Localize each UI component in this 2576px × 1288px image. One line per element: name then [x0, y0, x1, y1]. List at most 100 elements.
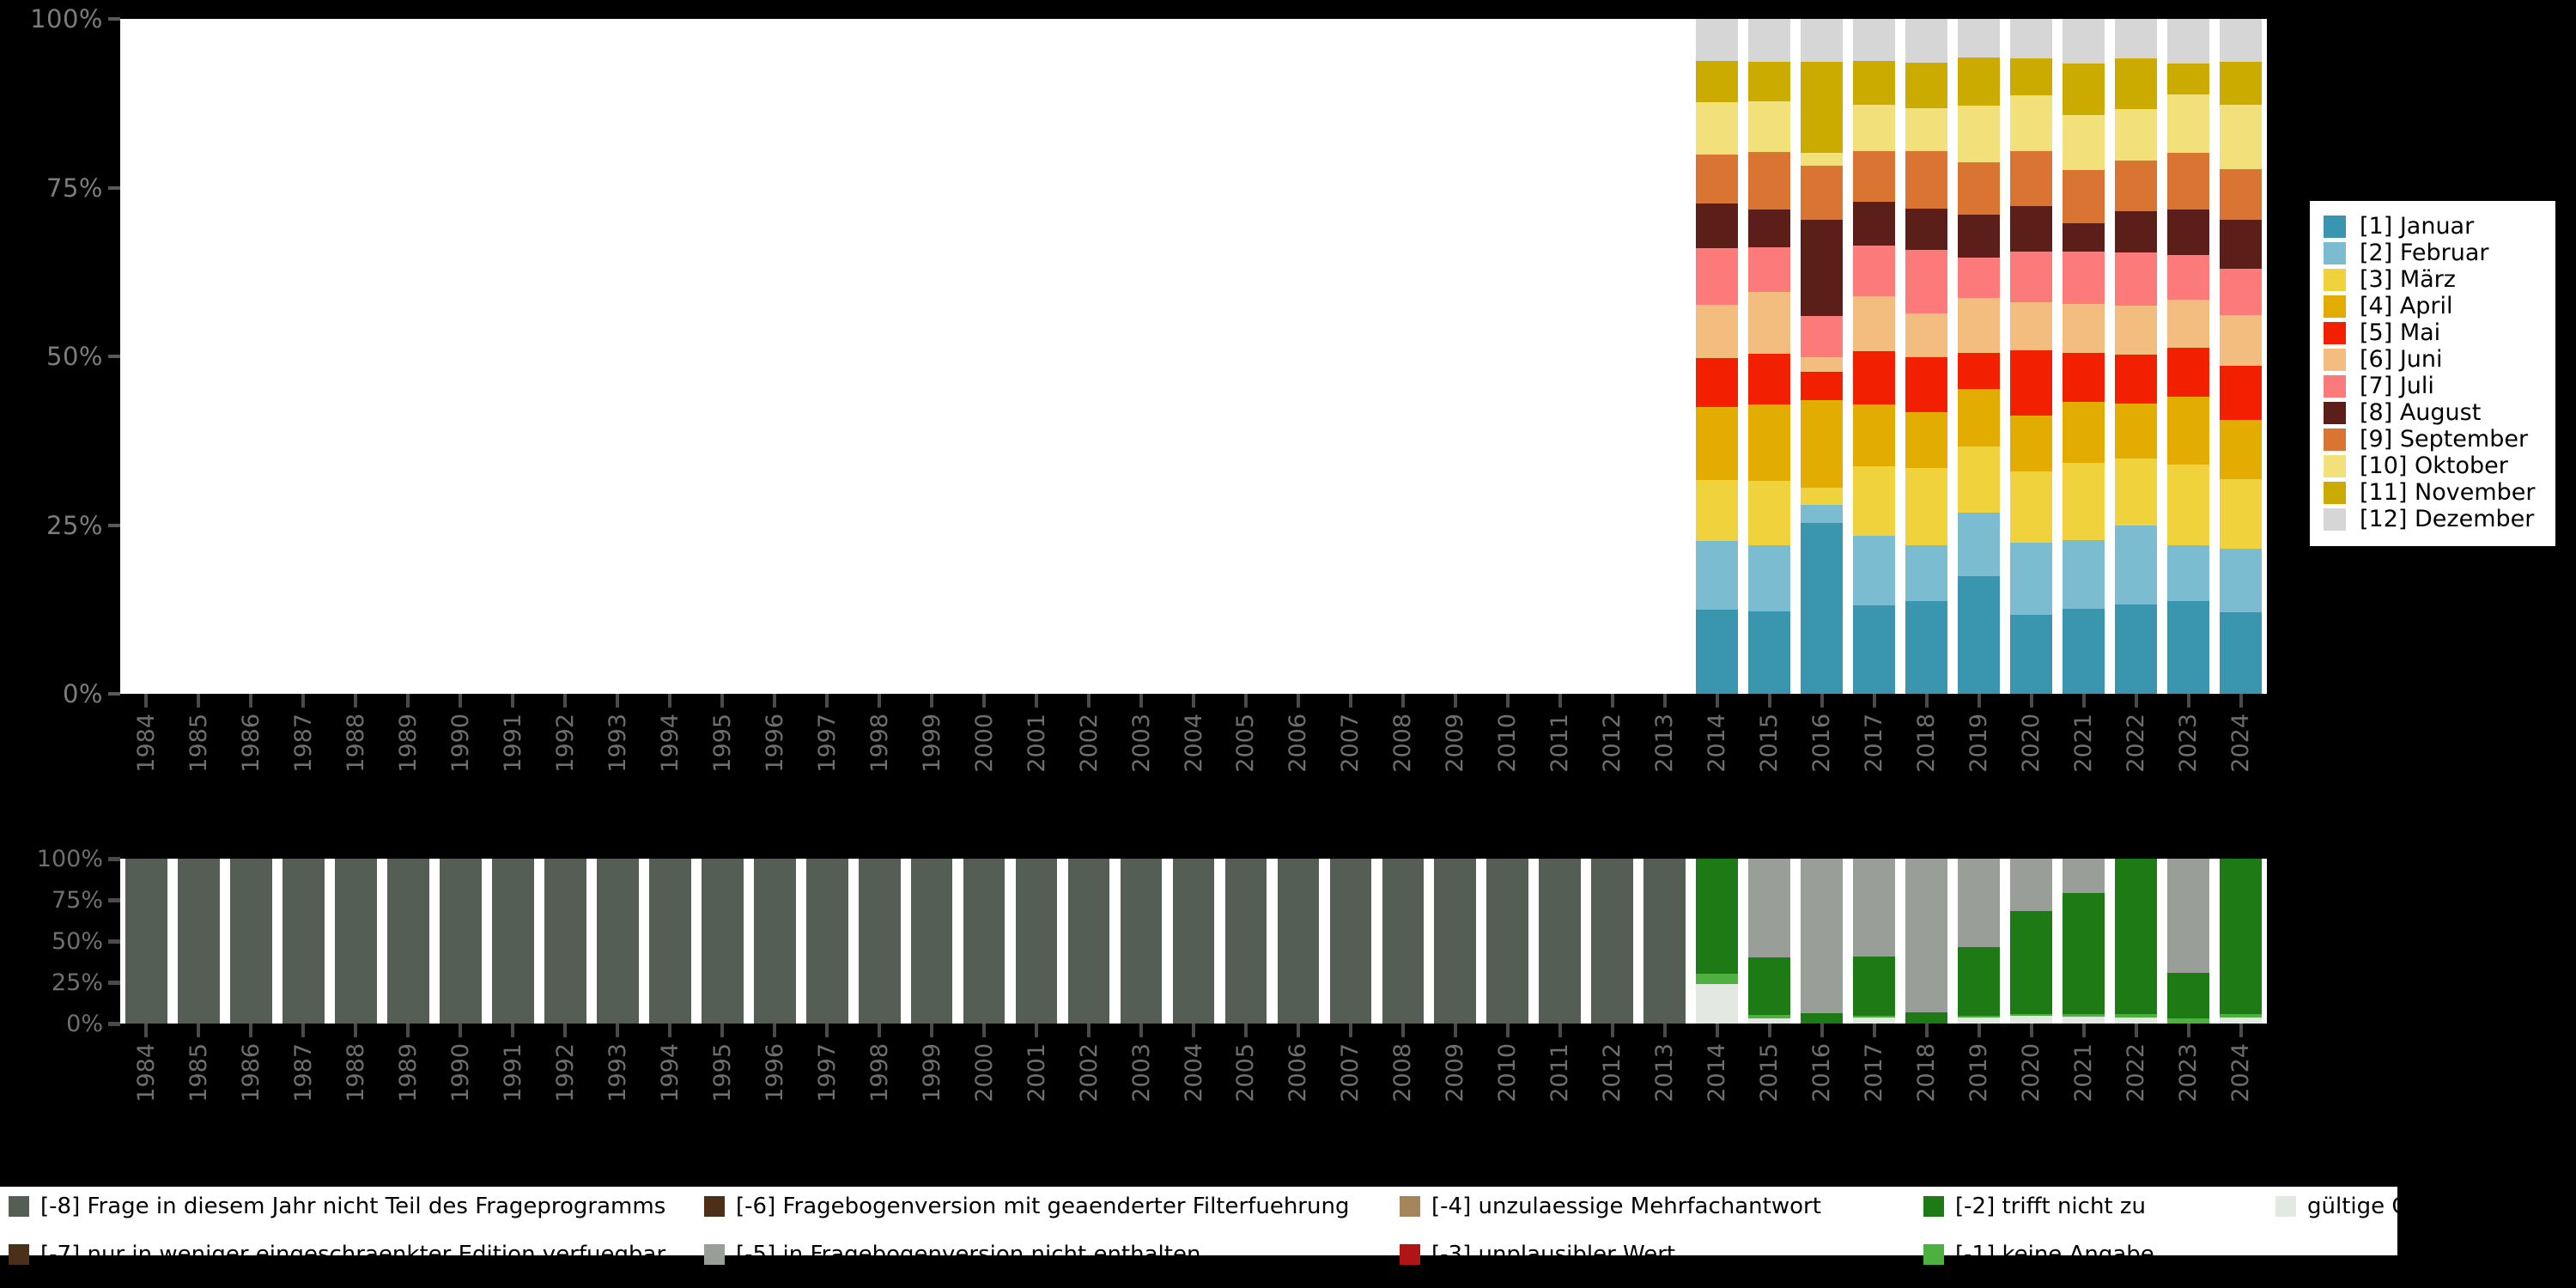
legend-item-missing-code: [-3] unplausibler Wert — [1400, 1242, 1675, 1267]
x-tick-mark — [2134, 1024, 2138, 1037]
x-tick: 1999 — [906, 694, 957, 773]
y-tick-quality: 0% — [66, 1009, 120, 1038]
x-tick-mark — [1820, 1024, 1824, 1037]
month-stacked-bar — [2063, 19, 2105, 694]
x-tick-mark — [1505, 694, 1510, 708]
y-tick-label: 100% — [36, 845, 103, 872]
month-segment — [1958, 576, 2000, 694]
quality-segment — [1801, 1013, 1844, 1024]
x-tick-label: 1998 — [866, 1043, 893, 1103]
quality-segment — [2220, 859, 2262, 1015]
x-tick-mark — [773, 1024, 777, 1037]
month-segment — [1905, 19, 1948, 63]
x-tick: 2003 — [1115, 1024, 1167, 1103]
month-segment — [2115, 160, 2157, 211]
y-tick-quality: 100% — [37, 844, 120, 873]
month-segment — [1748, 544, 1791, 612]
x-tick: 2016 — [1796, 1024, 1848, 1103]
month-segment — [1696, 610, 1739, 694]
month-segment — [1748, 152, 1791, 210]
month-segment — [1958, 162, 2000, 215]
x-tick-label: 2000 — [970, 714, 998, 773]
quality-stacked-bar — [2063, 859, 2105, 1024]
month-stacked-bar — [2220, 19, 2262, 694]
x-tick-label: 1993 — [604, 1043, 631, 1103]
x-tick-mark — [1139, 694, 1144, 708]
quality-stacked-bar — [1277, 859, 1320, 1024]
month-segment — [2115, 252, 2157, 306]
x-tick-mark — [2186, 1024, 2190, 1037]
quality-segment — [1853, 1016, 1896, 1018]
month-segment — [1853, 296, 1896, 352]
quality-segment — [1696, 859, 1739, 975]
quality-segment — [283, 859, 325, 1024]
month-segment — [2220, 220, 2262, 269]
x-tick-label: 1994 — [656, 714, 683, 773]
month-segment — [2167, 19, 2209, 64]
month-segment — [2220, 169, 2262, 221]
legend-item-month: [2] Februar — [2324, 240, 2547, 266]
x-tick-mark — [249, 1024, 253, 1037]
legend-label: [-3] unplausibler Wert — [1431, 1242, 1676, 1267]
month-segment — [1748, 480, 1791, 545]
x-tick: 1990 — [434, 694, 486, 773]
quality-segment — [1748, 1015, 1791, 1019]
legend-missing-codes: [-8] Frage in diesem Jahr nicht Teil des… — [0, 1187, 2555, 1267]
x-tick-mark — [1192, 1024, 1195, 1037]
x-tick-mark — [1192, 694, 1195, 708]
x-tick-label: 2002 — [1075, 1043, 1103, 1103]
month-segment — [2115, 210, 2157, 253]
quality-stacked-bar — [125, 859, 167, 1024]
legend-label: [-7] nur in weniger eingeschraenkter Edi… — [40, 1242, 666, 1267]
x-tick: 1997 — [801, 694, 853, 773]
x-tick-label: 2006 — [1285, 1043, 1312, 1103]
x-tick-label: 2011 — [1546, 1043, 1574, 1103]
x-tick: 2018 — [1901, 694, 1953, 773]
x-tick-label: 1996 — [761, 1043, 788, 1103]
legend-swatch-icon — [1923, 1196, 1944, 1217]
month-segment — [2167, 465, 2209, 545]
month-segment — [2115, 305, 2157, 355]
legend-label: gültige Observationen — [2307, 1194, 2556, 1219]
x-tick-mark — [1139, 1024, 1144, 1037]
x-tick-label: 2019 — [1965, 714, 1993, 773]
quality-segment — [1801, 859, 1844, 1014]
quality-stacked-bar — [1905, 859, 1948, 1024]
month-segment — [1905, 468, 1948, 545]
x-tick-mark — [249, 694, 253, 708]
month-segment — [1748, 354, 1791, 404]
legend-label: [11] November — [2360, 479, 2536, 506]
x-tick-mark — [1715, 1024, 1719, 1037]
x-tick: 1995 — [696, 694, 748, 773]
legend-swatch-icon — [2324, 507, 2346, 531]
x-tick-label: 2020 — [2018, 1043, 2045, 1103]
month-segment — [2167, 255, 2209, 300]
x-tick-mark — [668, 694, 672, 708]
x-tick: 1989 — [382, 694, 434, 773]
x-tick: 1991 — [487, 694, 538, 773]
y-tick-main: 50% — [46, 341, 120, 372]
month-segment — [2220, 105, 2262, 170]
month-segment — [2167, 544, 2209, 602]
x-tick-label: 1989 — [394, 714, 422, 773]
month-segment — [1853, 404, 1896, 466]
y-tick-quality: 50% — [52, 927, 120, 956]
x-tick: 2019 — [1953, 1024, 2005, 1103]
x-tick: 2017 — [1849, 694, 1900, 773]
legend-label: [-5] in Fragebogenversion nicht enthalte… — [736, 1242, 1201, 1267]
x-tick-mark — [1715, 694, 1719, 708]
x-tick: 1996 — [749, 694, 800, 773]
legend-label: [3] März — [2360, 266, 2456, 293]
quality-stacked-bar — [2220, 859, 2262, 1024]
month-segment — [2220, 268, 2262, 316]
x-tick-mark — [1558, 1024, 1562, 1037]
month-segment — [1853, 202, 1896, 246]
month-segment — [1958, 513, 2000, 577]
legend-swatch-icon — [2324, 401, 2346, 424]
x-tick-label: 2001 — [1023, 1043, 1050, 1103]
x-tick: 2009 — [1430, 694, 1481, 773]
x-tick-label: 2002 — [1075, 714, 1103, 773]
x-tick-label: 2011 — [1546, 714, 1574, 773]
quality-segment — [805, 859, 848, 1024]
x-tick-label: 1990 — [447, 714, 474, 773]
